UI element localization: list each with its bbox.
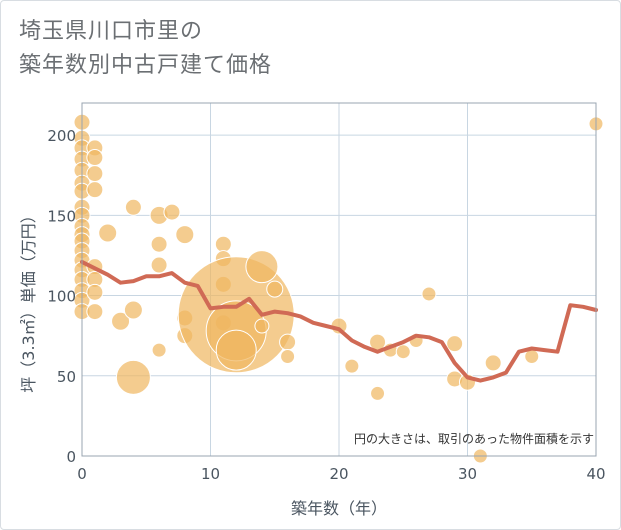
data-bubble: [115, 359, 151, 395]
data-bubble: [86, 303, 104, 321]
data-bubble: [421, 286, 437, 302]
data-bubble: [344, 358, 360, 374]
trend-line: [80, 259, 598, 383]
data-bubble: [280, 349, 296, 365]
data-bubble: [111, 311, 131, 331]
data-bubble: [150, 256, 168, 274]
data-bubble: [86, 181, 104, 199]
data-bubble: [124, 198, 142, 216]
data-bubble: [98, 223, 118, 243]
data-bubble: [150, 235, 168, 253]
data-bubble: [245, 250, 279, 284]
x-tick-label: 10: [201, 465, 220, 483]
x-tick-label: 30: [458, 465, 477, 483]
data-bubble: [370, 385, 386, 401]
x-axis-title: 築年数（年）: [291, 499, 387, 518]
data-bubble: [163, 203, 181, 221]
data-bubble: [86, 283, 104, 301]
y-axis-title: 坪（3.3㎡）単価（万円）: [19, 207, 38, 392]
y-tick-label: 150: [47, 207, 76, 225]
chart-title: 埼玉県川口市里の 築年数別中古戸建て価格: [19, 15, 272, 83]
y-tick-label: 200: [47, 127, 76, 145]
data-bubble: [395, 344, 411, 360]
x-tick-label: 0: [77, 465, 87, 483]
x-tick-label: 20: [329, 465, 348, 483]
data-bubble: [484, 354, 502, 372]
data-bubble: [279, 333, 297, 351]
data-bubble: [446, 335, 464, 353]
data-bubble: [151, 342, 167, 358]
data-bubble: [123, 300, 143, 320]
chart-title-line1: 埼玉県川口市里の: [19, 19, 204, 44]
data-bubble: [86, 149, 104, 167]
x-tick-label: 40: [586, 465, 605, 483]
data-bubble: [266, 280, 284, 298]
chart-title-line2: 築年数別中古戸建て価格: [19, 53, 273, 78]
data-bubble: [215, 329, 257, 371]
y-tick-label: 50: [57, 368, 76, 386]
size-note: 円の大きさは、取引のあった物件面積を示す: [354, 431, 594, 446]
data-bubble: [175, 225, 195, 245]
plot-border: [81, 102, 597, 457]
y-tick-label: 0: [66, 448, 76, 466]
data-bubble: [86, 165, 104, 183]
data-bubble: [254, 318, 270, 334]
data-bubble: [214, 235, 232, 253]
y-tick-label: 100: [47, 288, 76, 306]
tick-labels: 0 50 100 150 200 0 10 20 30 40: [47, 127, 605, 483]
